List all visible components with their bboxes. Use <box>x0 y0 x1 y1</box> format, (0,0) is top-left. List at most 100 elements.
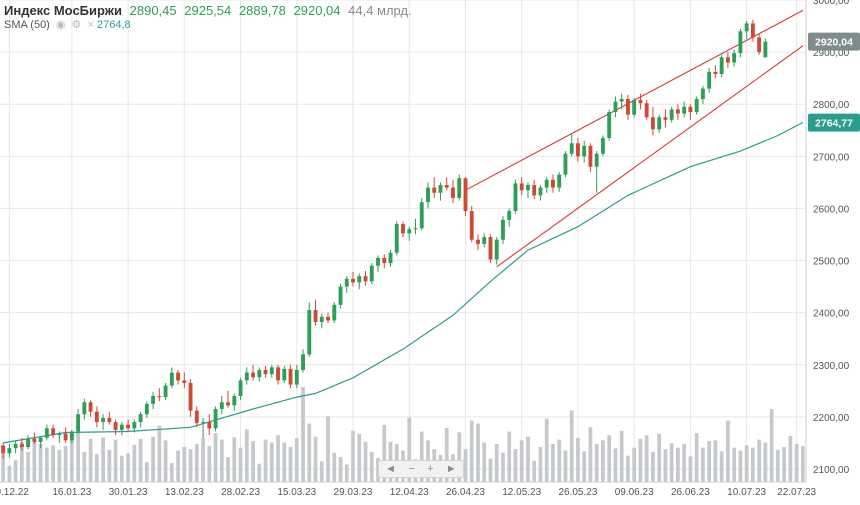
volume-bar <box>463 449 468 482</box>
candle-up <box>407 229 412 234</box>
date-tick-label: 12.05.23 <box>502 487 541 498</box>
volume-bar <box>213 433 218 482</box>
eye-icon[interactable]: ◉ <box>55 19 66 31</box>
candle-down <box>463 178 468 212</box>
volume-bar <box>701 447 705 482</box>
candle-down <box>32 438 37 442</box>
candle-down <box>19 443 24 448</box>
volume-bar <box>557 439 562 482</box>
volume-readout: 44,4 млрд. <box>348 3 412 18</box>
volume-bar <box>719 451 724 482</box>
volume-bar <box>688 456 693 482</box>
volume-bar <box>119 455 124 482</box>
volume-bar <box>44 447 49 482</box>
candle-up <box>607 112 612 139</box>
candle-up <box>301 354 305 370</box>
volume-bar <box>226 457 230 482</box>
scroll-left-button[interactable]: ◄ <box>385 463 397 475</box>
volume-bar <box>288 446 293 482</box>
candle-up <box>601 138 605 154</box>
volume-bar <box>569 410 574 482</box>
volume-bar <box>732 447 737 482</box>
candle-down <box>469 211 474 240</box>
volume-bar <box>132 444 137 482</box>
date-tick-label: 10.07.23 <box>727 487 766 498</box>
volume-bar <box>613 448 618 482</box>
volume-bar <box>113 439 118 482</box>
volume-bar <box>776 449 780 482</box>
volume-bar <box>713 440 718 482</box>
date-tick-label: 22.07.23 <box>777 487 816 498</box>
date-tick-label: 29.03.23 <box>334 487 373 498</box>
candle-up <box>151 396 156 404</box>
candle-down <box>363 276 368 282</box>
candle-down <box>576 143 580 157</box>
volume-bar <box>157 425 162 482</box>
date-tick-label: 16.01.23 <box>52 487 91 498</box>
price-tick-label: 2400,00 <box>813 309 850 320</box>
candle-down <box>713 71 718 74</box>
candle-up <box>26 438 31 448</box>
candle-up <box>332 304 337 321</box>
sma-value: 2764,8 <box>97 19 131 31</box>
volume-bar <box>294 438 299 482</box>
ohlc-low: 2889,78 <box>238 3 286 18</box>
date-tick-label: 26.04.23 <box>446 487 485 498</box>
candle-up <box>700 88 705 100</box>
volume-bar <box>363 441 368 482</box>
candle-up <box>338 286 343 305</box>
volume-bar <box>251 441 255 482</box>
volume-bar <box>276 435 280 482</box>
volume-bar <box>282 442 287 482</box>
zoom-in-button[interactable]: + <box>427 463 434 475</box>
volume-bar <box>794 444 799 482</box>
candle-up <box>238 380 243 397</box>
candle-down <box>276 367 280 381</box>
candle-up <box>219 402 224 410</box>
volume-bar <box>738 450 743 482</box>
scroll-right-button[interactable]: ► <box>445 463 457 475</box>
ohlc-high: 2925,54 <box>184 3 232 18</box>
volume-bar <box>51 445 55 482</box>
volume-bar <box>94 454 99 482</box>
volume-bar <box>301 387 305 482</box>
volume-bar <box>544 418 549 482</box>
volume-bar <box>232 437 237 482</box>
candle-up <box>744 23 749 32</box>
candle-up <box>244 372 249 381</box>
volume-bar <box>526 436 530 482</box>
price-tick-label: 2300,00 <box>813 361 850 372</box>
candle-down <box>725 57 730 63</box>
volume-bar <box>769 408 774 482</box>
candle-up <box>138 414 143 423</box>
candle-down <box>432 187 437 193</box>
candle-up <box>144 403 149 415</box>
candle-down <box>176 372 181 381</box>
candle-down <box>688 106 693 113</box>
candle-down <box>451 187 455 199</box>
candle-up <box>57 433 62 436</box>
volume-bar <box>669 443 674 482</box>
candle-up <box>732 53 737 63</box>
candle-up <box>413 228 418 230</box>
volume-bar <box>657 433 662 482</box>
candle-up <box>7 448 12 454</box>
volume-bar <box>219 439 224 482</box>
gear-icon[interactable]: ⚙ <box>71 19 82 31</box>
candle-up <box>213 409 218 429</box>
close-icon[interactable]: × <box>87 19 94 31</box>
volume-bar <box>494 444 499 482</box>
volume-bar <box>257 463 262 482</box>
volume-bar <box>69 435 74 482</box>
volume-bar <box>26 452 30 482</box>
candle-up <box>76 414 81 432</box>
volume-bar <box>476 423 480 482</box>
date-tick-label: 28.02.23 <box>221 487 260 498</box>
candles <box>1 19 768 459</box>
zoom-out-button[interactable]: − <box>408 463 415 475</box>
volume-bar <box>513 449 518 482</box>
volume-bar <box>169 463 174 482</box>
candle-up <box>557 174 562 188</box>
date-tick-label: 30.12.22 <box>0 487 29 498</box>
